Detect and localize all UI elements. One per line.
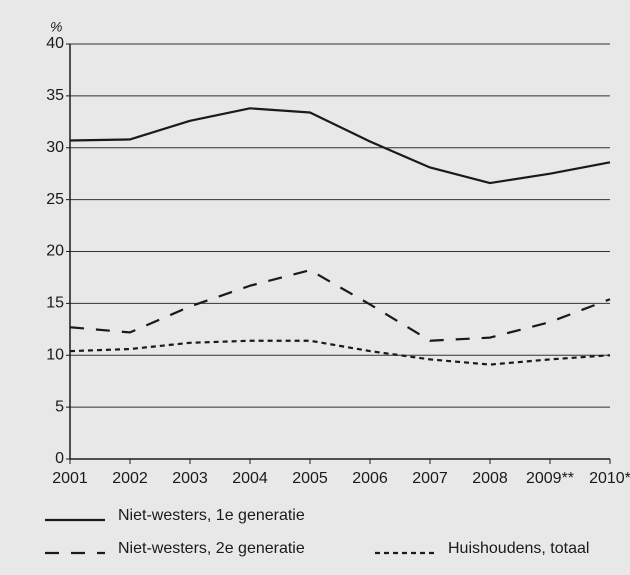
x-tick-label: 2006 xyxy=(352,470,388,487)
y-tick-label: 5 xyxy=(55,398,64,415)
legend-label: Niet-westers, 1e generatie xyxy=(118,507,305,524)
x-tick-label: 2002 xyxy=(112,470,148,487)
series-line xyxy=(69,269,611,342)
y-tick-label: 10 xyxy=(46,346,64,363)
y-tick-label: 40 xyxy=(46,35,64,52)
y-tick-label: 15 xyxy=(46,295,64,312)
x-tick-label: 2010* xyxy=(589,470,630,487)
x-tick-label: 2004 xyxy=(232,470,268,487)
x-tick-label: 2008 xyxy=(472,470,508,487)
x-tick-label: 2003 xyxy=(172,470,208,487)
legend-label: Niet-westers, 2e generatie xyxy=(118,540,305,557)
legend-label: Huishoudens, totaal xyxy=(448,540,589,557)
y-tick-label: 25 xyxy=(46,191,64,208)
y-tick-label: 30 xyxy=(46,139,64,156)
x-tick-label: 2007 xyxy=(412,470,448,487)
series-line xyxy=(69,107,611,185)
x-tick-label: 2009** xyxy=(526,470,574,487)
y-tick-label: 0 xyxy=(55,450,64,467)
x-tick-label: 2005 xyxy=(292,470,328,487)
series-line xyxy=(69,339,611,366)
x-tick-label: 2001 xyxy=(52,470,88,487)
y-tick-label: 20 xyxy=(46,243,64,260)
y-axis-label: % xyxy=(50,19,62,35)
y-tick-label: 35 xyxy=(46,87,64,104)
